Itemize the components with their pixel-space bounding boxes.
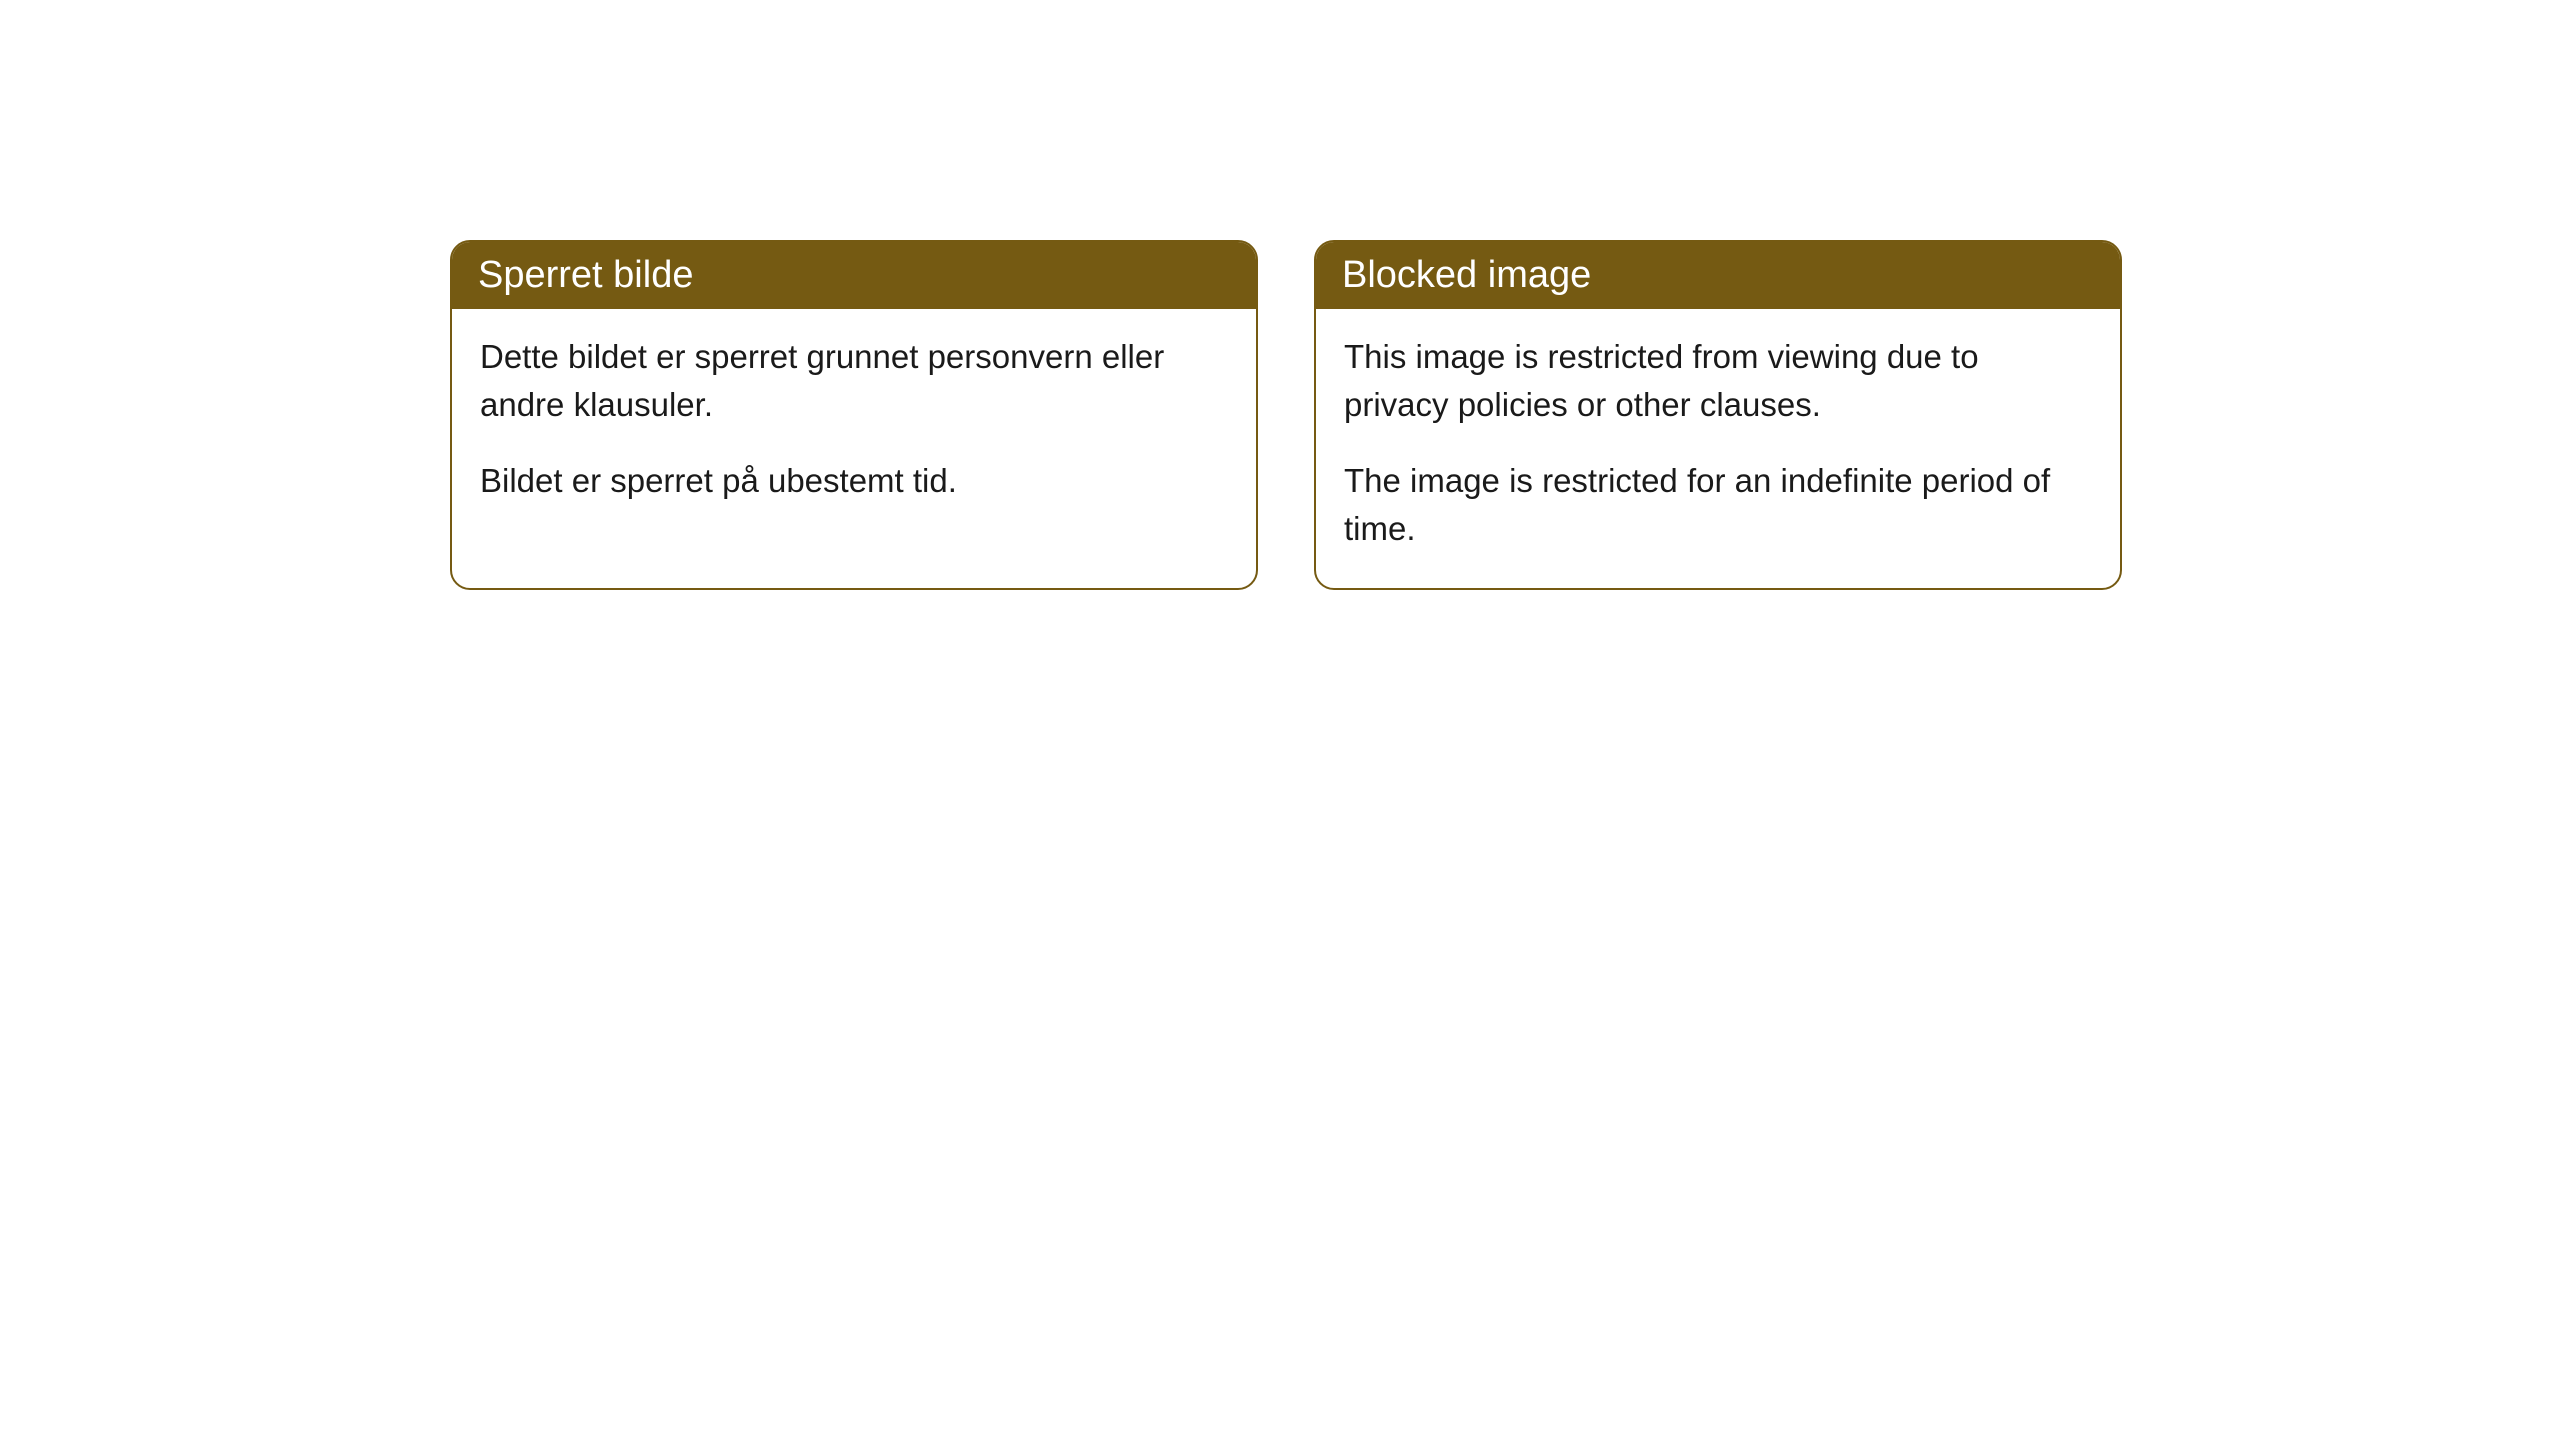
notice-container: Sperret bilde Dette bildet er sperret gr… <box>0 0 2560 590</box>
notice-card-english: Blocked image This image is restricted f… <box>1314 240 2122 590</box>
notice-body-english: This image is restricted from viewing du… <box>1316 309 2120 588</box>
notice-text-line2-english: The image is restricted for an indefinit… <box>1344 457 2092 553</box>
notice-text-line1-english: This image is restricted from viewing du… <box>1344 333 2092 429</box>
notice-body-norwegian: Dette bildet er sperret grunnet personve… <box>452 309 1256 541</box>
notice-text-line1-norwegian: Dette bildet er sperret grunnet personve… <box>480 333 1228 429</box>
notice-header-english: Blocked image <box>1316 242 2120 309</box>
notice-header-norwegian: Sperret bilde <box>452 242 1256 309</box>
notice-card-norwegian: Sperret bilde Dette bildet er sperret gr… <box>450 240 1258 590</box>
notice-text-line2-norwegian: Bildet er sperret på ubestemt tid. <box>480 457 1228 505</box>
